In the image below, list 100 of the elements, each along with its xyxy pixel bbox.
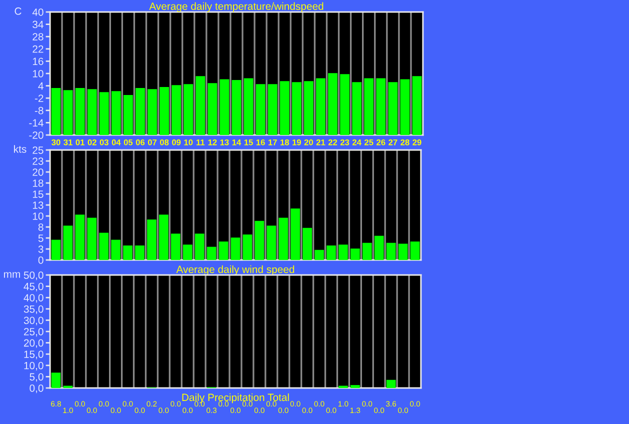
bar bbox=[111, 91, 121, 135]
bar bbox=[268, 84, 278, 135]
bar bbox=[328, 73, 338, 135]
y-tick-label: 0,0 bbox=[30, 384, 44, 394]
bar bbox=[196, 76, 206, 135]
x-tick-label: 05 bbox=[124, 139, 133, 146]
x-tick-label: 16 bbox=[256, 139, 265, 146]
y-tick-label: 22 bbox=[32, 45, 44, 53]
bar bbox=[340, 74, 350, 135]
bar bbox=[400, 79, 410, 135]
x-tick-label: 28 bbox=[400, 139, 410, 146]
y-tick-label: -20 bbox=[29, 132, 44, 139]
bar bbox=[230, 238, 240, 260]
y-tick-label: 45,0 bbox=[24, 282, 44, 292]
x-tick-label: 27 bbox=[388, 139, 398, 146]
x-axis-title: Average daily wind speed bbox=[176, 265, 294, 276]
bar bbox=[99, 92, 109, 135]
bar bbox=[244, 78, 254, 135]
y-tick-label: 15 bbox=[32, 190, 44, 198]
bar bbox=[278, 218, 288, 260]
x-tick-label: 15 bbox=[244, 139, 253, 146]
y-tick-label: 34 bbox=[32, 20, 44, 28]
y-tick-label: 10,0 bbox=[24, 362, 44, 371]
bar bbox=[376, 78, 386, 135]
x-tick-label: 24 bbox=[352, 139, 362, 146]
y-axis-title: mm bbox=[4, 272, 20, 278]
x-tick-label: 26 bbox=[376, 139, 386, 146]
bar bbox=[256, 84, 266, 135]
bar bbox=[111, 240, 120, 260]
y-tick-label: 18 bbox=[32, 180, 44, 187]
y-tick-label: 50,0 bbox=[24, 272, 44, 280]
y-tick-label: 16 bbox=[32, 58, 44, 66]
x-tick-label: 17 bbox=[268, 139, 277, 146]
x-tick-label: 01 bbox=[76, 139, 84, 146]
bar bbox=[208, 83, 218, 135]
x-tick-label: 23 bbox=[340, 139, 350, 146]
y-tick-label: 5,0 bbox=[30, 373, 44, 382]
y-tick-label: 10 bbox=[32, 70, 44, 78]
x-tick-label: 06 bbox=[136, 139, 145, 146]
bar bbox=[326, 245, 336, 260]
bar bbox=[51, 240, 61, 260]
x-tick-label: 14 bbox=[232, 139, 242, 146]
y-tick-label: 20 bbox=[32, 168, 44, 176]
bar bbox=[123, 245, 132, 260]
bar bbox=[218, 242, 228, 260]
y-tick-label: 10 bbox=[32, 212, 44, 220]
bar bbox=[220, 79, 230, 135]
bar bbox=[206, 246, 216, 260]
bar bbox=[159, 214, 168, 260]
bar bbox=[184, 84, 194, 135]
bar bbox=[147, 220, 156, 260]
x-tick-label: 21 bbox=[316, 139, 326, 146]
bar bbox=[87, 218, 97, 260]
bar bbox=[350, 385, 360, 388]
y-tick-label: 25,0 bbox=[24, 328, 44, 337]
bar bbox=[182, 244, 192, 260]
bar bbox=[338, 244, 348, 260]
y-tick-label: 13 bbox=[32, 202, 44, 209]
bar bbox=[314, 250, 324, 260]
y-tick-label: -8 bbox=[34, 106, 44, 114]
x-tick-label: 03 bbox=[100, 139, 108, 146]
y-tick-label: 20,0 bbox=[24, 339, 44, 348]
x-tick-label: 30 bbox=[52, 139, 60, 146]
y-tick-label: 28 bbox=[32, 33, 44, 40]
bar bbox=[172, 85, 182, 135]
bar bbox=[398, 244, 408, 260]
chart-title: Average daily temperature/windspeed bbox=[149, 2, 324, 12]
bar bbox=[304, 81, 314, 135]
x-tick-label: 07 bbox=[148, 139, 157, 146]
y-tick-label: 40 bbox=[32, 8, 44, 16]
x-tick-label: 31 bbox=[64, 139, 72, 146]
y-tick-label: 5 bbox=[38, 234, 44, 242]
bar bbox=[352, 82, 362, 135]
x-tick-label: 22 bbox=[328, 139, 338, 146]
bar bbox=[148, 89, 157, 135]
bar bbox=[266, 226, 276, 260]
bar bbox=[135, 245, 144, 260]
bar bbox=[290, 208, 300, 260]
bar bbox=[99, 232, 109, 260]
bar bbox=[316, 78, 326, 135]
bar bbox=[410, 242, 420, 260]
x-tick-label: 19 bbox=[292, 139, 301, 146]
bar bbox=[374, 236, 384, 260]
x-tick-label: 12 bbox=[208, 139, 217, 146]
x-tick-label: 11 bbox=[196, 139, 205, 146]
bar bbox=[232, 80, 242, 135]
bar bbox=[51, 88, 61, 135]
bar bbox=[364, 78, 374, 135]
x-tick-label: 09 bbox=[172, 139, 181, 146]
bar bbox=[386, 242, 396, 260]
bar bbox=[87, 89, 97, 135]
bar bbox=[242, 234, 252, 260]
y-axis-title: C bbox=[14, 7, 22, 15]
y-tick-label: 30,0 bbox=[24, 316, 44, 326]
bar bbox=[386, 380, 396, 388]
bar bbox=[362, 242, 372, 260]
y-axis-title: kts bbox=[14, 145, 26, 153]
bar bbox=[194, 234, 204, 260]
x-tick-label: 20 bbox=[304, 139, 313, 146]
x-tick-label: 25 bbox=[364, 139, 374, 146]
